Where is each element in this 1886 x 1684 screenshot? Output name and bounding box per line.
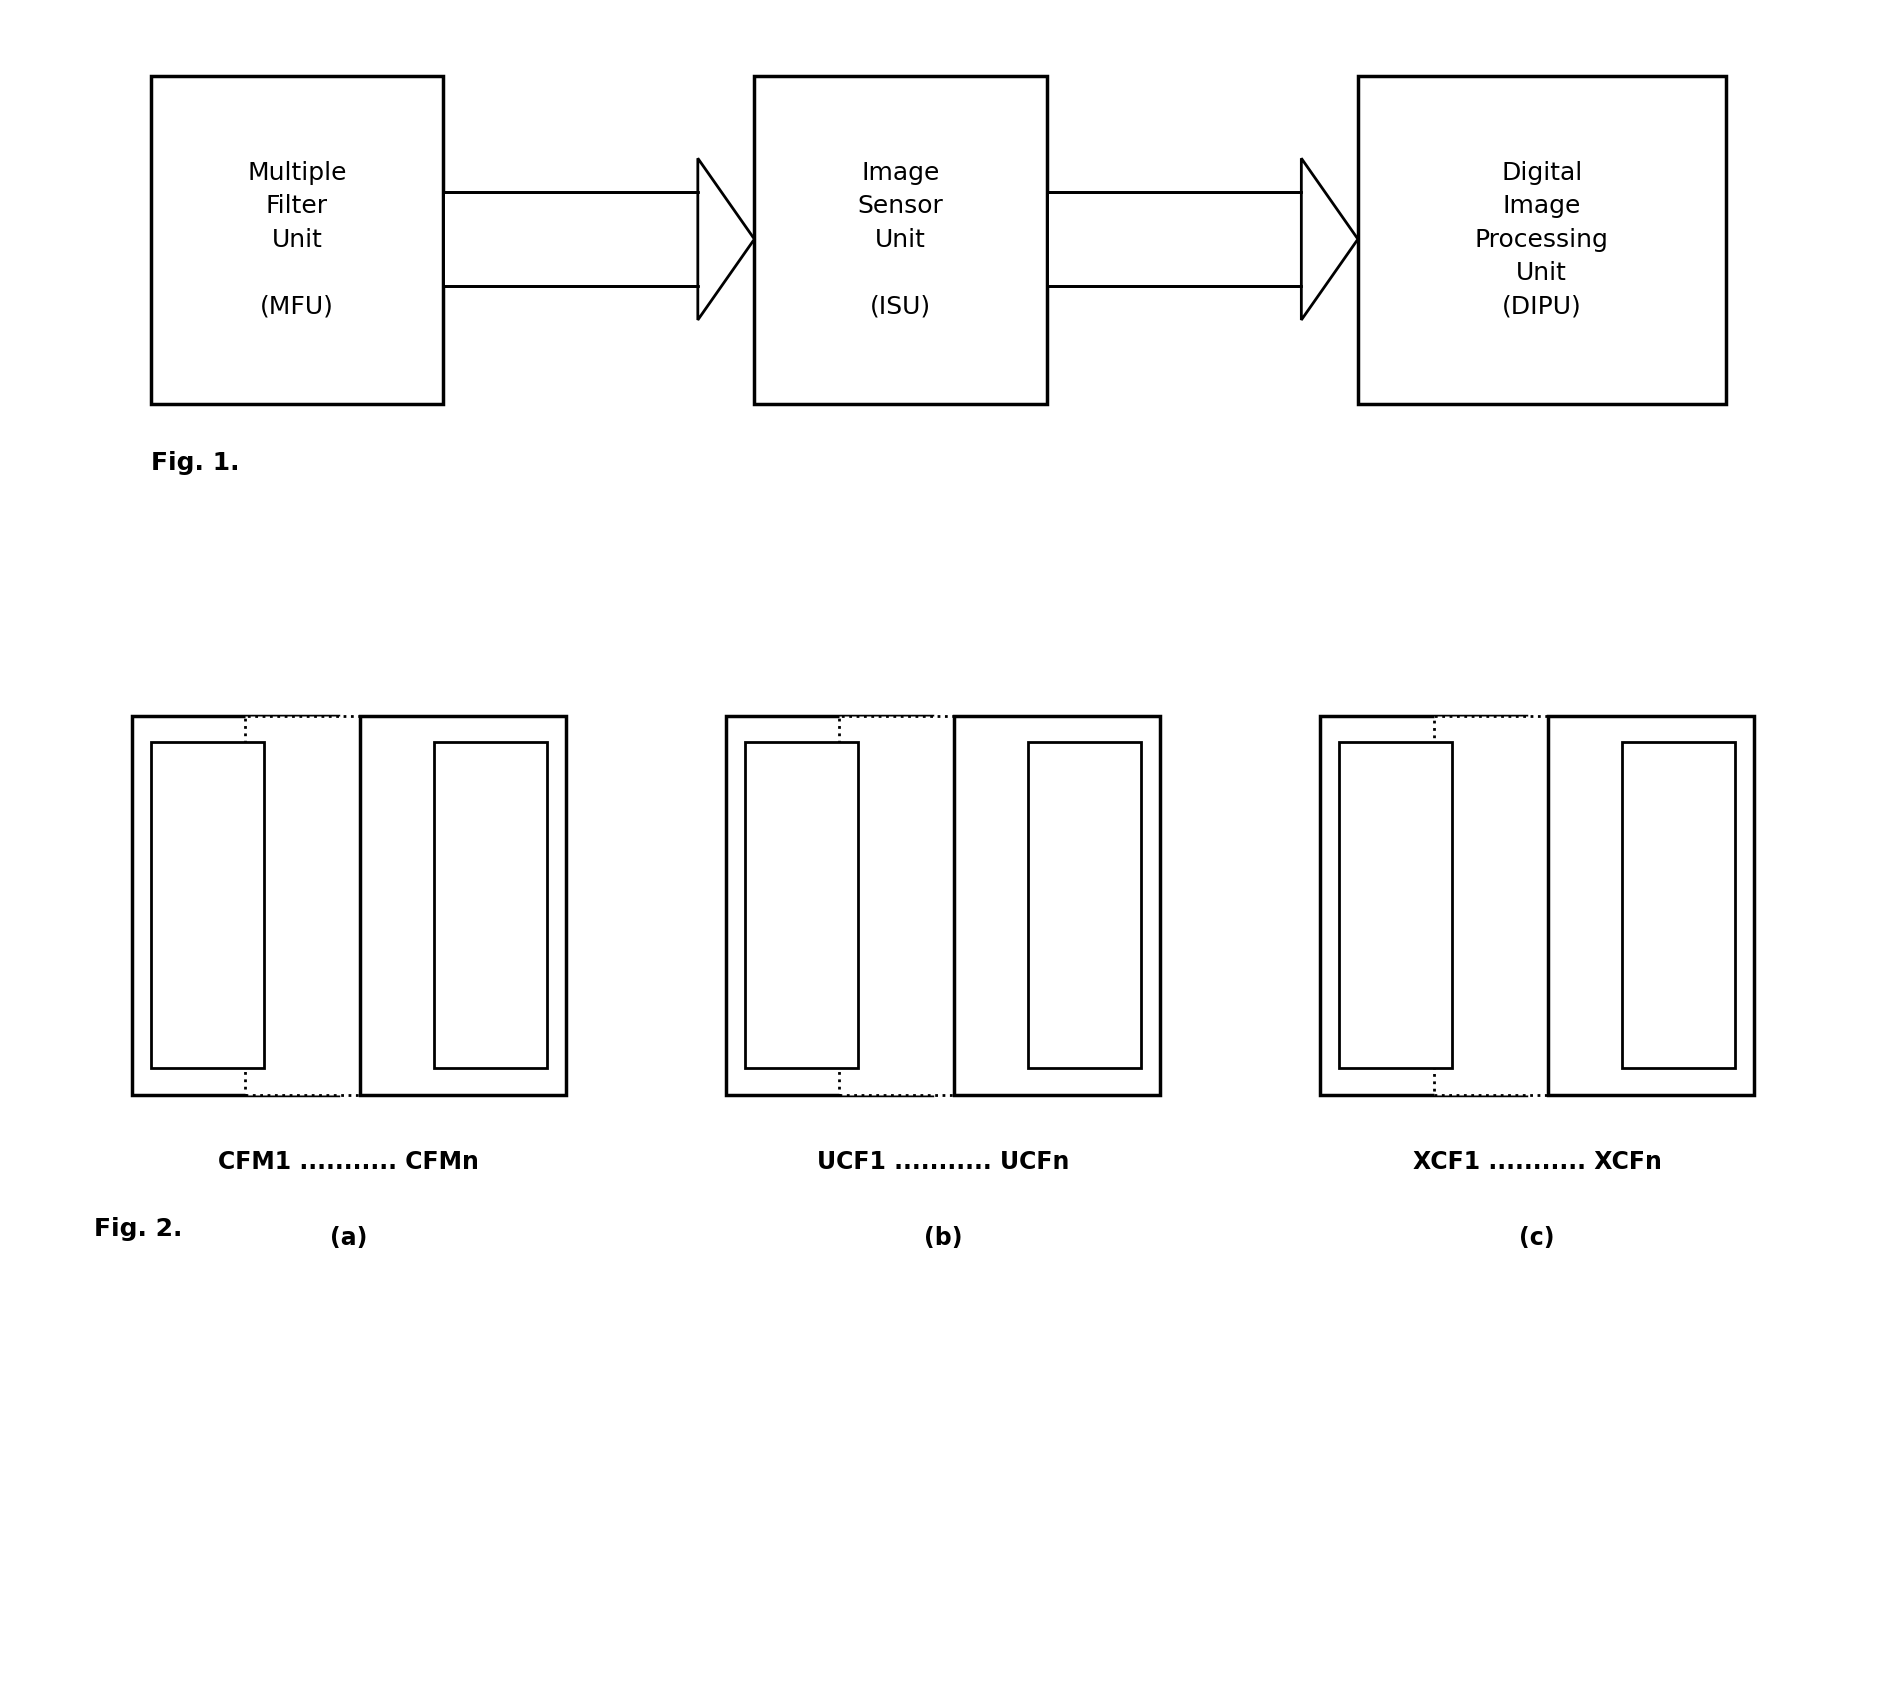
Text: Fig. 2.: Fig. 2. [94,1218,183,1241]
Bar [954,716,1160,1095]
Polygon shape [698,158,754,320]
Bar [245,716,566,1095]
Text: (c): (c) [1520,1226,1554,1250]
Bar [1028,743,1141,1068]
Bar [151,743,264,1068]
Text: UCF1 ........... UCFn: UCF1 ........... UCFn [817,1150,1069,1174]
Bar [754,76,1047,404]
Bar [1320,716,1526,1095]
Text: CFM1 ........... CFMn: CFM1 ........... CFMn [219,1150,479,1174]
Polygon shape [1301,158,1358,320]
Bar [360,716,566,1095]
Bar [1622,743,1735,1068]
Text: (b): (b) [924,1226,962,1250]
Text: Image
Sensor
Unit

(ISU): Image Sensor Unit (ISU) [858,162,943,318]
Bar [1339,743,1452,1068]
Text: XCF1 ........... XCFn: XCF1 ........... XCFn [1413,1150,1662,1174]
Text: Fig. 1.: Fig. 1. [151,451,240,475]
Text: (a): (a) [330,1226,368,1250]
Bar [132,716,338,1095]
Text: Multiple
Filter
Unit

(MFU): Multiple Filter Unit (MFU) [247,162,347,318]
Bar [1358,76,1726,404]
Bar [434,743,547,1068]
Bar [1548,716,1754,1095]
Bar [443,192,698,286]
Bar [839,716,1160,1095]
Bar [151,76,443,404]
Bar [745,743,858,1068]
Bar [1433,716,1754,1095]
Text: Digital
Image
Processing
Unit
(DIPU): Digital Image Processing Unit (DIPU) [1475,162,1609,318]
Bar [726,716,932,1095]
Bar [1047,192,1301,286]
